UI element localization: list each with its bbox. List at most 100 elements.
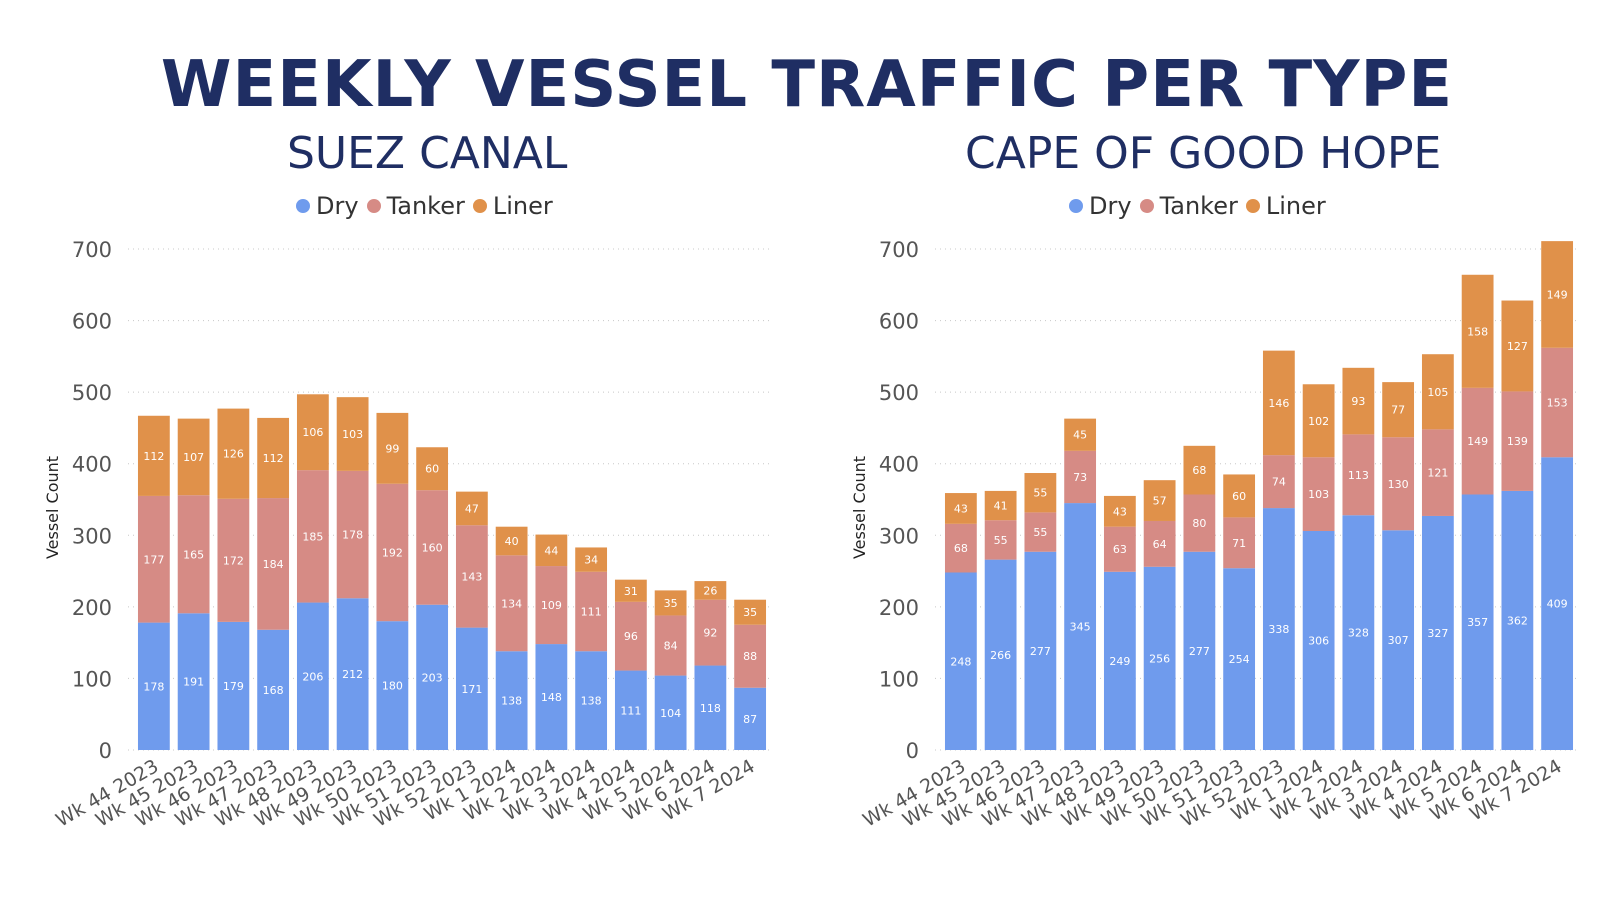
bar-segment-liner [1302, 384, 1335, 458]
bar-segment-dry [1541, 457, 1574, 750]
bar-segment-tanker [575, 571, 608, 652]
bar-segment-liner [1342, 367, 1375, 435]
suez-canal-chart: 0 100 200 300 400 500 600 700 Vessel Count 178 177… [43, 238, 770, 832]
data-label: 80 [1192, 517, 1206, 530]
data-label: 254 [1229, 653, 1250, 666]
bar-segment-liner [177, 418, 210, 496]
data-label: 134 [501, 597, 522, 610]
data-label: 35 [664, 597, 678, 610]
data-label: 106 [302, 426, 323, 439]
y-tick-label: 700 [879, 238, 919, 262]
data-label: 43 [954, 502, 968, 515]
legend-item-liner[interactable]: Liner [472, 192, 553, 220]
data-label: 64 [1153, 538, 1167, 551]
y-axis-label: Vessel Count [850, 456, 869, 559]
data-label: 84 [664, 640, 678, 653]
legend-item-tanker[interactable]: Tanker [366, 192, 465, 220]
bar-segment-liner [734, 599, 767, 625]
data-label: 102 [1308, 415, 1329, 428]
data-label: 184 [263, 558, 284, 571]
data-label: 192 [382, 546, 403, 559]
y-tick-label: 100 [72, 667, 112, 691]
data-label: 266 [990, 649, 1011, 662]
y-tick-label: 500 [879, 381, 919, 405]
bar-segment-tanker [257, 498, 290, 630]
data-label: 357 [1467, 616, 1488, 629]
y-tick-label: 500 [72, 381, 112, 405]
bar-segment-dry [1382, 530, 1415, 750]
data-label: 47 [465, 502, 479, 515]
bar-segment-liner [1501, 300, 1534, 392]
data-label: 105 [1427, 386, 1448, 399]
data-label: 55 [994, 534, 1008, 547]
bar-segment-dry [575, 651, 608, 750]
y-tick-label: 0 [906, 739, 919, 763]
data-label: 338 [1268, 623, 1289, 636]
bar-segment-tanker [1501, 391, 1534, 491]
data-label: 139 [1507, 435, 1528, 448]
bar-segment-tanker [1421, 429, 1454, 516]
data-label: 143 [461, 570, 482, 583]
data-label: 45 [1073, 429, 1087, 442]
bar-segment-dry [1143, 566, 1176, 750]
bar-segment-liner [944, 493, 977, 524]
legend-label-tanker: Tanker [1159, 192, 1238, 220]
bar-segment-tanker [177, 495, 210, 614]
data-label: 249 [1109, 655, 1130, 668]
legend-item-dry[interactable]: Dry [296, 192, 359, 220]
bar-segment-liner [1024, 473, 1057, 513]
y-tick-label: 600 [879, 310, 919, 334]
data-label: 34 [584, 554, 598, 567]
data-label: 35 [743, 606, 757, 619]
data-label: 148 [541, 691, 562, 704]
data-label: 306 [1308, 634, 1329, 647]
data-label: 177 [143, 553, 164, 566]
data-label: 327 [1427, 627, 1448, 640]
data-label: 87 [743, 713, 757, 726]
bar-segment-dry [1183, 551, 1216, 750]
bar-segment-tanker [1064, 450, 1097, 504]
legend-item-dry[interactable]: Dry [1069, 192, 1132, 220]
legend-item-liner[interactable]: Liner [1245, 192, 1326, 220]
data-label: 178 [342, 529, 363, 542]
data-label: 191 [183, 676, 204, 689]
data-label: 88 [743, 650, 757, 663]
bar-segment-liner [1143, 480, 1176, 521]
bar-segment-dry [614, 670, 647, 750]
data-label: 212 [342, 668, 363, 681]
bar-segment-liner [984, 490, 1017, 521]
data-label: 68 [954, 542, 968, 555]
main-title: WEEKLY VESSEL TRAFFIC PER TYPE [160, 48, 1454, 122]
bar-segment-tanker [455, 525, 488, 628]
bar-segment-dry [944, 572, 977, 750]
bar-segment-liner [455, 491, 488, 526]
data-label: 121 [1427, 467, 1448, 480]
bar-segment-dry [1103, 571, 1136, 750]
cape-of-good-hope-legend: Dry Tanker Liner [1069, 192, 1334, 220]
legend-item-tanker[interactable]: Tanker [1139, 192, 1238, 220]
cape-of-good-hope-title: CAPE OF GOOD HOPE [965, 128, 1442, 179]
bar-segment-dry [217, 621, 250, 750]
bar-segment-liner [336, 397, 369, 471]
bar-segment-tanker [217, 498, 250, 622]
data-label: 130 [1388, 478, 1409, 491]
y-tick-label: 200 [72, 596, 112, 620]
bar-segment-tanker [336, 470, 369, 599]
data-label: 345 [1070, 621, 1091, 634]
data-label: 113 [1348, 469, 1369, 482]
bar-segment-liner [535, 534, 568, 567]
bar-segment-tanker [495, 555, 528, 652]
data-label: 203 [422, 671, 443, 684]
bar-segment-liner [654, 590, 687, 616]
bar-segment-dry [1064, 503, 1097, 750]
bar-segment-liner [1183, 445, 1216, 495]
bar-segment-tanker [1461, 387, 1494, 495]
bar-segment-tanker [1143, 520, 1176, 567]
legend-dot-tanker [1139, 199, 1154, 213]
bar-segment-dry [694, 665, 727, 750]
data-label: 60 [1232, 490, 1246, 503]
suez-canal-legend: Dry Tanker Liner [296, 192, 561, 220]
bar-segment-tanker [1302, 457, 1335, 531]
data-label: 96 [624, 630, 638, 643]
y-tick-label: 300 [72, 524, 112, 548]
